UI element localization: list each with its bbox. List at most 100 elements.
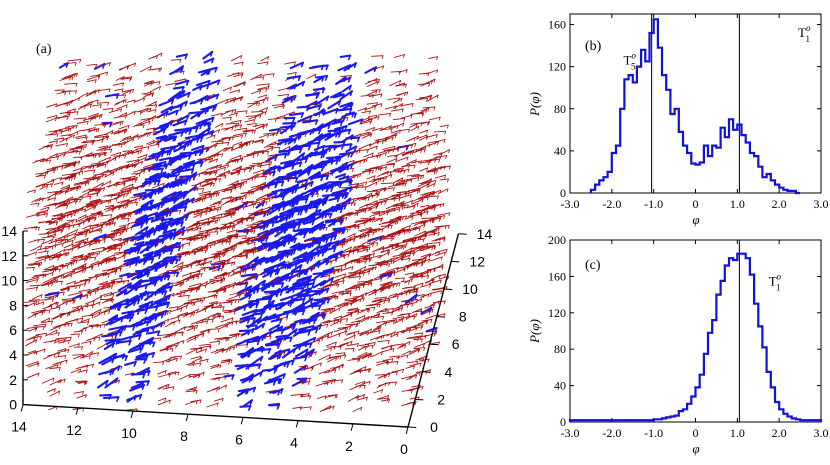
blue-arrow — [334, 125, 348, 131]
red-arrow-head — [83, 146, 85, 151]
red-arrow — [233, 127, 248, 131]
red-arrow-head — [113, 254, 115, 259]
red-arrow-head — [377, 116, 380, 121]
red-arrow-head — [43, 238, 45, 243]
red-arrow-head — [56, 166, 59, 171]
red-arrow-head — [264, 111, 267, 115]
red-arrow-head — [134, 62, 137, 67]
red-arrow — [68, 131, 79, 137]
blue-arrow — [342, 102, 354, 110]
red-arrow — [56, 151, 67, 155]
red-arrow — [377, 251, 390, 259]
red-arrow — [351, 197, 362, 203]
red-arrow — [252, 123, 265, 128]
red-arrow — [317, 286, 327, 290]
red-arrow-head — [108, 62, 111, 66]
red-arrow — [122, 90, 132, 95]
red-arrow — [378, 113, 392, 116]
red-arrow-head — [120, 244, 123, 249]
red-arrow — [421, 121, 431, 125]
red-arrow-head — [408, 128, 410, 133]
red-arrow-head — [151, 117, 154, 122]
red-arrow-head — [99, 104, 102, 109]
red-arrow-head — [248, 141, 251, 146]
red-arrow — [246, 102, 261, 105]
red-arrow — [408, 247, 422, 253]
blue-arrow — [269, 166, 282, 170]
red-arrow — [417, 161, 430, 164]
blue-arrow — [257, 236, 269, 243]
red-arrow-head — [55, 103, 58, 108]
red-arrow — [323, 347, 333, 351]
blue-arrow — [172, 119, 188, 127]
red-arrow — [411, 189, 421, 192]
red-arrow — [335, 117, 349, 121]
red-arrow — [68, 245, 80, 251]
red-arrow — [93, 173, 104, 176]
red-arrow — [216, 173, 226, 178]
red-arrow-head — [371, 152, 374, 157]
red-arrow — [228, 112, 238, 116]
red-arrow-head — [130, 76, 133, 81]
red-arrow-head — [256, 173, 259, 178]
red-arrow — [250, 110, 264, 113]
blue-arrow-head — [293, 95, 297, 101]
red-arrow — [73, 156, 83, 158]
red-arrow — [139, 120, 151, 126]
red-arrow — [100, 169, 110, 175]
blue-arrow-head — [145, 226, 149, 232]
red-arrow-head — [221, 123, 224, 127]
red-arrow-head — [370, 133, 373, 138]
blue-arrow-head — [292, 201, 296, 208]
blue-arrow — [321, 118, 337, 128]
red-arrow-head — [262, 76, 265, 81]
red-arrow-head — [135, 176, 138, 181]
red-arrow — [104, 171, 115, 178]
red-arrow-head — [267, 150, 269, 155]
red-arrow-head — [210, 260, 212, 265]
red-arrow-head — [86, 120, 89, 125]
red-arrow — [335, 201, 346, 206]
red-arrow — [255, 123, 268, 130]
blue-arrow-head — [300, 61, 304, 68]
red-arrow — [193, 213, 203, 218]
red-arrow-head — [127, 125, 130, 129]
red-arrow-head — [422, 238, 425, 243]
red-arrow — [212, 267, 223, 272]
red-arrow — [428, 242, 441, 245]
blue-arrow — [176, 114, 190, 123]
red-arrow-head — [249, 168, 252, 173]
red-arrow-head — [199, 226, 202, 231]
blue-arrow-head — [298, 161, 303, 168]
red-arrow-head — [228, 137, 231, 142]
red-arrow-head — [288, 145, 291, 150]
red-arrow — [347, 330, 360, 335]
blue-arrow-head — [180, 221, 184, 227]
red-arrow — [254, 139, 264, 144]
red-arrow — [69, 307, 80, 313]
blue-arrow — [197, 127, 211, 137]
red-arrow — [252, 139, 264, 143]
blue-arrow-head — [170, 99, 174, 105]
red-arrow — [318, 354, 331, 361]
red-arrow — [131, 197, 141, 202]
red-arrow — [126, 159, 140, 163]
red-arrow-head — [55, 131, 58, 135]
red-arrow — [151, 182, 165, 189]
red-arrow-head — [57, 156, 59, 161]
red-arrow — [417, 181, 429, 187]
blue-arrow — [160, 145, 177, 151]
red-arrow-head — [109, 180, 112, 185]
blue-arrow — [176, 100, 188, 108]
red-arrow-head — [200, 213, 203, 218]
red-arrow — [35, 197, 44, 202]
red-arrow — [340, 266, 354, 272]
red-arrow-head — [241, 61, 244, 66]
blue-arrow-head — [184, 100, 188, 107]
red-arrow — [99, 235, 113, 239]
red-arrow — [411, 160, 423, 164]
red-arrow-head — [126, 192, 129, 197]
red-arrow — [101, 214, 113, 217]
red-arrow — [63, 243, 74, 249]
red-arrow-head — [351, 167, 354, 172]
